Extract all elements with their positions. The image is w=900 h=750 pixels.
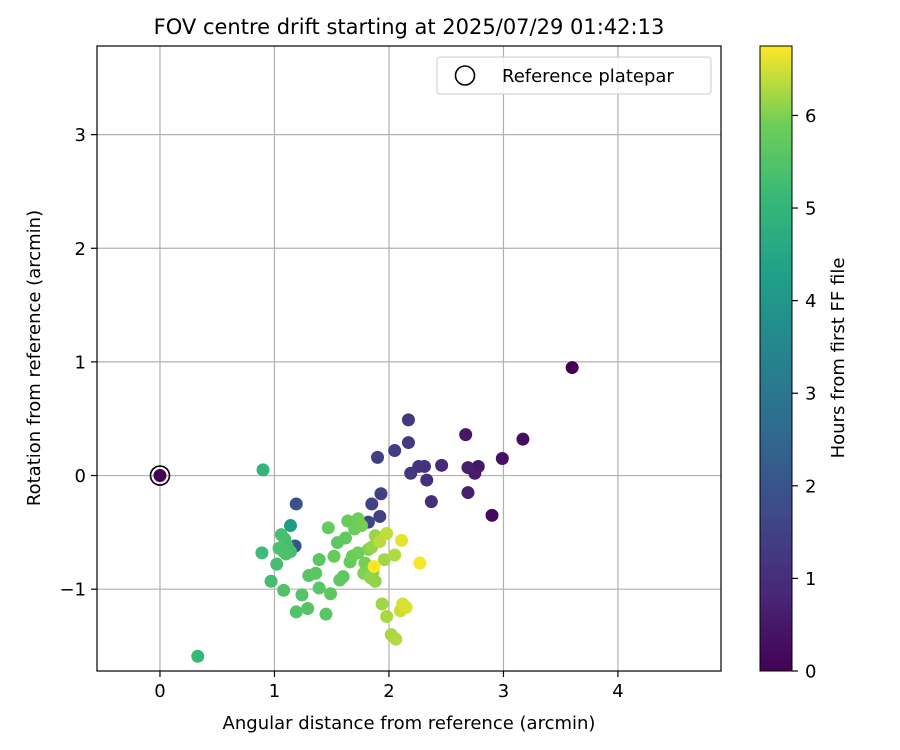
scatter-point (327, 549, 341, 563)
scatter-point (388, 548, 402, 562)
scatter-point (420, 473, 434, 487)
y-axis-label: Rotation from reference (arcmin) (24, 210, 45, 506)
scatter-point (309, 566, 323, 580)
scatter-point (367, 559, 381, 573)
scatter-point (461, 461, 475, 475)
scatter-point (413, 556, 427, 570)
scatter-point (324, 587, 338, 601)
grid-lines (97, 46, 721, 671)
scatter-point (373, 509, 387, 523)
scatter-point (336, 570, 350, 584)
data-points (149, 361, 579, 663)
scatter-point (191, 649, 205, 663)
scatter-point (401, 436, 415, 450)
scatter-point (435, 458, 449, 472)
scatter-point (368, 574, 382, 588)
scatter-point (338, 531, 352, 545)
x-axis-ticks: 0 1 2 3 4 (154, 671, 624, 702)
scatter-point (289, 605, 303, 619)
y-tick-label: 1 (75, 352, 86, 373)
scatter-point (283, 519, 297, 533)
scatter-point (319, 607, 333, 621)
x-axis-label: Angular distance from reference (arcmin) (223, 713, 596, 734)
y-tick-label: 0 (75, 466, 86, 487)
scatter-point (371, 450, 385, 464)
scatter-point (389, 632, 403, 646)
y-tick-label: 3 (75, 125, 86, 146)
colorbar-tick-label: 5 (805, 199, 816, 220)
scatter-point (365, 497, 379, 511)
x-tick-label: 2 (383, 681, 394, 702)
scatter-point (375, 597, 389, 611)
scatter-point (495, 452, 509, 465)
plot-frame (96, 45, 722, 672)
legend-entry-reference: Reference platepar (502, 66, 674, 87)
reference-point (153, 469, 167, 483)
scatter-point (321, 521, 335, 535)
colorbar-ticks: 0 1 2 3 4 5 6 (792, 106, 816, 683)
x-tick-label: 3 (498, 681, 509, 702)
scatter-point (380, 609, 394, 623)
colorbar-tick-label: 1 (805, 569, 816, 590)
x-tick-label: 4 (612, 681, 623, 702)
scatter-point (351, 546, 365, 560)
legend: Reference platepar (436, 56, 712, 95)
colorbar: 0 1 2 3 4 5 6 Hours from first FF file (759, 45, 849, 683)
y-tick-label: −1 (59, 580, 86, 601)
y-tick-label: 2 (75, 239, 86, 260)
scatter-point (264, 574, 278, 588)
reference-platepar-marker (149, 465, 171, 486)
scatter-point (377, 553, 391, 567)
scatter-point (404, 466, 418, 480)
x-tick-label: 0 (154, 681, 165, 702)
colorbar-tick-label: 3 (805, 384, 816, 405)
scatter-point (374, 487, 388, 501)
scatter-point (270, 557, 284, 571)
scatter-point (424, 495, 438, 509)
y-axis-ticks: −1 0 1 2 3 (59, 125, 97, 601)
scatter-point (485, 508, 499, 522)
scatter-point (272, 541, 286, 555)
chart-title: FOV centre drift starting at 2025/07/29 … (154, 15, 665, 39)
legend-marker-icon (454, 65, 476, 86)
scatter-point (461, 486, 475, 500)
scatter-point (255, 546, 269, 560)
colorbar-label: Hours from first FF file (828, 258, 849, 459)
colorbar-tick-label: 0 (805, 662, 816, 683)
scatter-point (301, 602, 315, 615)
scatter-point (277, 583, 291, 597)
scatter-point (459, 428, 473, 442)
scatter-point (312, 581, 326, 595)
scatter-point (401, 413, 415, 427)
scatter-point (395, 533, 409, 547)
scatter-point (516, 432, 530, 446)
scatter-point (388, 444, 402, 458)
colorbar-tick-label: 2 (805, 476, 816, 497)
scatter-point (295, 588, 309, 602)
scatter-point (399, 600, 413, 614)
colorbar-gradient (759, 45, 793, 672)
scatter-point (565, 361, 579, 375)
scatter-point (289, 497, 303, 511)
colorbar-tick-label: 4 (805, 291, 816, 312)
scatter-point (312, 553, 326, 567)
x-tick-label: 1 (269, 681, 280, 702)
scatter-point (354, 519, 368, 533)
scatter-point (256, 463, 270, 477)
legend-box (436, 56, 712, 95)
colorbar-tick-label: 6 (805, 106, 816, 127)
scatter-point (380, 527, 394, 540)
